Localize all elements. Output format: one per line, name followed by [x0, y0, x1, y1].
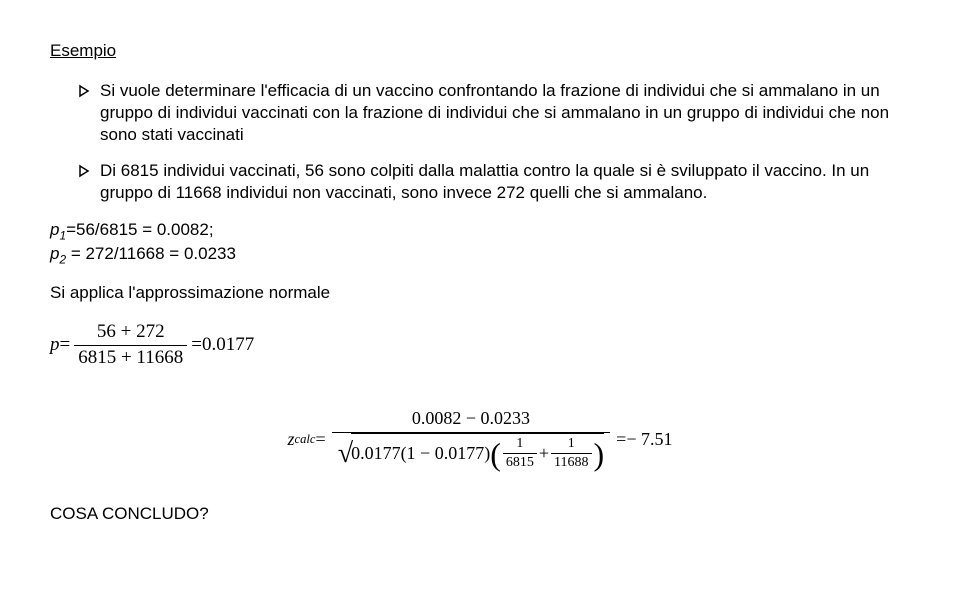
z-sub: calc: [295, 431, 316, 447]
bullet-arrow-icon: [78, 162, 92, 204]
z-big-frac: 0.0082 − 0.0233 √ 0.0177(1 − 0.0177) ( 1…: [332, 407, 610, 473]
p-frac-num: 56 + 272: [93, 320, 169, 345]
bullet-1-text: Si vuole determinare l'efficacia di un v…: [100, 80, 910, 146]
f2-num: 1: [565, 435, 578, 453]
z-val: − 7.51: [626, 428, 672, 451]
p1-expr: =56/6815 = 0.0082;: [66, 220, 213, 239]
p-var: p: [50, 333, 60, 358]
inner-frac-1: 1 6815: [503, 435, 537, 472]
f1-num: 1: [513, 435, 526, 453]
f1-den: 6815: [503, 453, 537, 472]
bullet-1: Si vuole determinare l'efficacia di un v…: [50, 80, 910, 146]
section-title: Esempio: [50, 40, 910, 62]
p-frac-den: 6815 + 11668: [74, 345, 187, 371]
p2-line: p2 = 272/11668 = 0.0233: [50, 243, 910, 268]
paren-close-icon: ): [594, 438, 605, 470]
sqrt-content: 0.0177(1 − 0.0177) ( 1 6815 + 1 11688 ): [351, 435, 604, 472]
z-plus: +: [539, 442, 549, 465]
f2-den: 11688: [551, 453, 591, 472]
z-eq1: =: [316, 428, 326, 451]
p-fraction: 56 + 272 6815 + 11668: [74, 320, 187, 370]
p-val: 0.0177: [202, 333, 254, 358]
parameters-block: p1=56/6815 = 0.0082; p2 = 272/11668 = 0.…: [50, 219, 910, 269]
approx-text: Si applica l'approssimazione normale: [50, 282, 910, 304]
p2-expr: 272/11668 = 0.0233: [85, 244, 235, 263]
inner-frac-2: 1 11688: [551, 435, 591, 472]
bullet-2: Di 6815 individui vaccinati, 56 sono col…: [50, 160, 910, 204]
z-numerator: 0.0082 − 0.0233: [406, 407, 536, 432]
p-eq1: =: [60, 333, 71, 358]
z-eq2: =: [616, 428, 626, 451]
p1-line: p1=56/6815 = 0.0082;: [50, 219, 910, 244]
p2-eq: =: [66, 244, 85, 263]
p-eq2: =: [191, 333, 202, 358]
z-var: z: [288, 428, 295, 451]
zcalc-formula: zcalc = 0.0082 − 0.0233 √ 0.0177(1 − 0.0…: [288, 407, 673, 473]
formula-p: p = 56 + 272 6815 + 11668 = 0.0177: [50, 320, 910, 370]
paren-open-icon: (: [490, 438, 501, 470]
bullet-arrow-icon: [78, 82, 92, 146]
bullet-2-text: Di 6815 individui vaccinati, 56 sono col…: [100, 160, 910, 204]
z-denominator: √ 0.0177(1 − 0.0177) ( 1 6815 + 1 11688 …: [332, 432, 610, 472]
z-coef: 0.0177(1 − 0.0177): [351, 442, 490, 465]
conclude-text: COSA CONCLUDO?: [50, 503, 910, 525]
